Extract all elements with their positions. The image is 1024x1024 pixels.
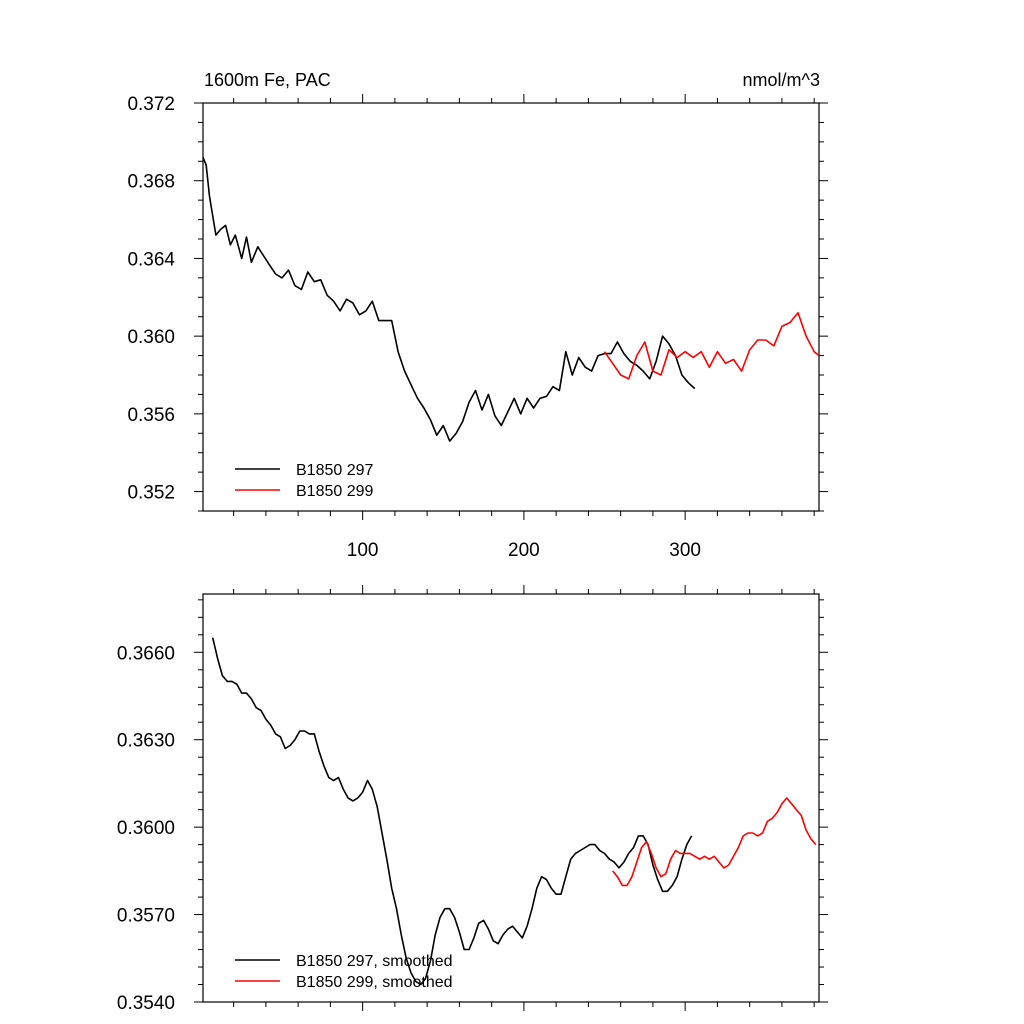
- series-line: [603, 311, 820, 380]
- tick-layer: [194, 585, 828, 1011]
- y-tick-label: 0.364: [127, 249, 175, 270]
- y-tick-label: 0.356: [127, 405, 175, 426]
- series-lines: [211, 637, 817, 986]
- legend-label: B1850 299, smoothed: [296, 974, 453, 991]
- plot-frame: [202, 102, 820, 512]
- chart-units-label: nmol/m^3: [743, 70, 820, 90]
- legend: B1850 297 B1850 299: [235, 462, 374, 500]
- y-tick-label: 0.3570: [117, 906, 175, 927]
- chart-title: 1600m Fe, PAC: [204, 70, 331, 90]
- y-tick-label: 0.352: [127, 483, 175, 504]
- series-line: [202, 157, 696, 442]
- y-tick-label: 0.3540: [117, 993, 175, 1014]
- y-tick-label: 0.372: [127, 94, 175, 115]
- y-tick-label: 0.360: [127, 327, 175, 348]
- series-line: [211, 637, 693, 986]
- y-tick-label: 0.3660: [117, 643, 175, 664]
- x-tick-label: 300: [669, 540, 701, 561]
- y-tick-label: 0.3600: [117, 818, 175, 839]
- legend-label: B1850 299: [296, 483, 374, 500]
- x-tick-label: 200: [508, 540, 540, 561]
- y-tick-labels: 0.3540 0.3570 0.3600 0.3630 0.3660: [117, 643, 175, 1014]
- legend-label: B1850 297, smoothed: [296, 953, 453, 970]
- series-lines: [202, 157, 820, 442]
- legend-label: B1850 297: [296, 462, 374, 479]
- y-tick-label: 0.3630: [117, 731, 175, 752]
- plot-frame: [202, 593, 820, 1003]
- bottom-plot-panel: 0.3540 0.3570 0.3600 0.3630 0.3660 B1850 297…: [117, 585, 828, 1014]
- top-plot-panel: 1600m Fe, PAC nmol/m^3 0.3520.3560.3600.…: [127, 70, 828, 561]
- y-tick-labels: 0.352 0.356 0.360 0.364 0.368 0.372: [127, 94, 175, 504]
- x-tick-label: 100: [347, 540, 379, 561]
- x-tick-labels: 100 200 300: [347, 540, 701, 561]
- tick-layer: [194, 94, 828, 520]
- legend: B1850 297, smoothed B1850 299, smoothed: [235, 953, 453, 991]
- y-tick-label: 0.368: [127, 172, 175, 193]
- series-line: [611, 797, 817, 887]
